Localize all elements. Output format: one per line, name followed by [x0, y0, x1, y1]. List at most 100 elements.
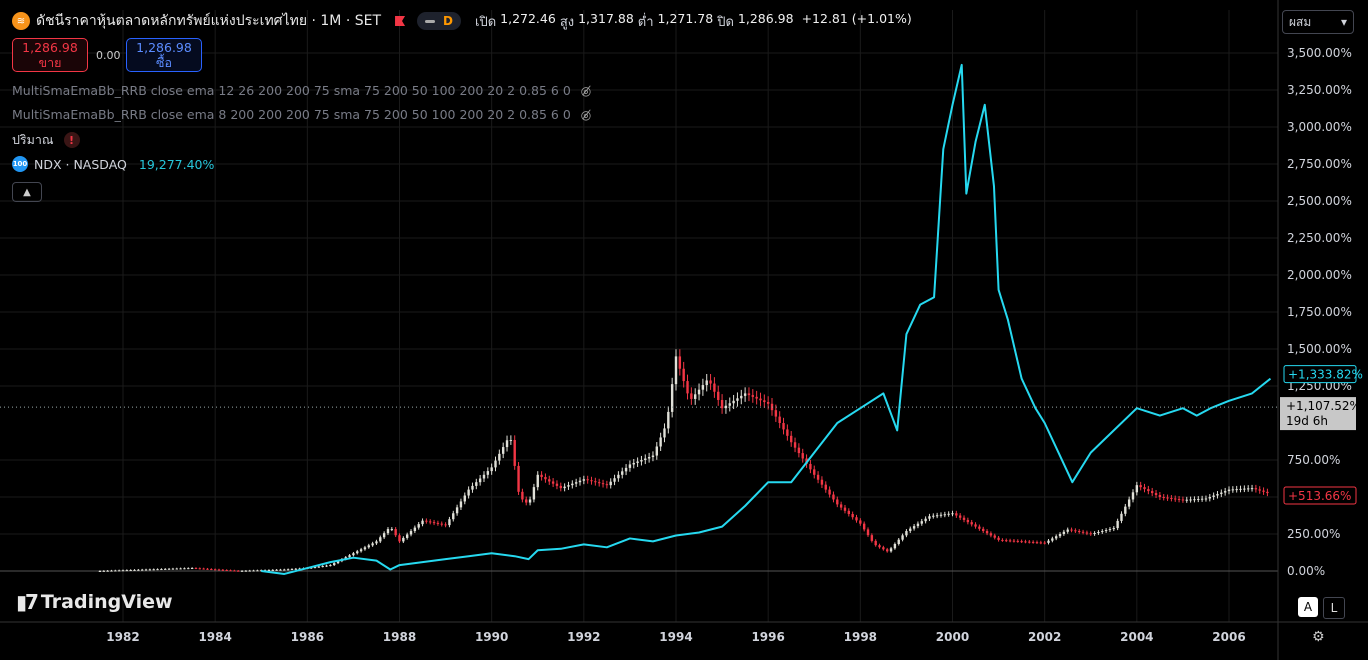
candle: [1243, 488, 1246, 490]
symbol-title[interactable]: ดัชนีราคาหุ้นตลาดหลักทรัพย์แห่งประเทศไทย…: [36, 13, 382, 29]
candle: [432, 522, 436, 524]
candle: [740, 395, 743, 399]
candle: [786, 429, 789, 436]
ndx-series-line[interactable]: [261, 63, 1272, 575]
candle: [651, 455, 655, 458]
candle: [674, 356, 678, 385]
candle: [1162, 497, 1165, 498]
sell-button[interactable]: 1,286.98 ขาย: [12, 38, 88, 72]
candle: [413, 527, 417, 532]
spread-value: 0.00: [96, 48, 121, 62]
buy-button[interactable]: 1,286.98 ซื้อ: [126, 38, 202, 72]
candle: [943, 514, 947, 516]
candle: [183, 568, 186, 570]
candle: [148, 569, 152, 571]
candle: [386, 529, 390, 534]
scale-mode-select[interactable]: ผสม ▾: [1282, 10, 1354, 34]
candle: [958, 515, 962, 518]
candle: [106, 570, 109, 572]
candle: [156, 569, 159, 571]
candle: [455, 507, 459, 514]
candle: [1001, 539, 1004, 541]
candle: [286, 569, 290, 571]
warning-icon[interactable]: !: [63, 132, 80, 148]
candle: [317, 566, 321, 568]
x-tick-label: 1984: [198, 630, 231, 644]
candle: [555, 483, 559, 486]
candle: [628, 464, 632, 468]
candle: [325, 565, 328, 567]
candle: [528, 499, 532, 503]
candle: [333, 563, 336, 566]
candle: [206, 568, 209, 570]
data-status-pill[interactable]: D: [417, 12, 461, 30]
candle: [1181, 499, 1185, 501]
candle: [471, 485, 474, 490]
tradingview-logo[interactable]: ▮7 TradingView: [16, 590, 173, 614]
collapse-legend-button[interactable]: ▲: [12, 182, 42, 202]
candle: [475, 482, 478, 486]
candle: [283, 569, 286, 571]
candle: [336, 561, 340, 564]
candle: [1250, 488, 1254, 490]
eye-hidden-icon[interactable]: ◎̸: [580, 108, 592, 122]
candle: [1116, 520, 1119, 529]
candle: [1081, 531, 1085, 533]
candle: [663, 428, 666, 438]
candle: [417, 524, 420, 528]
candle: [1120, 513, 1123, 521]
price-tag-box: [1283, 486, 1357, 505]
log-scale-button[interactable]: L: [1323, 597, 1345, 619]
candle: [1020, 541, 1023, 543]
auto-scale-button[interactable]: A: [1298, 597, 1318, 617]
candle: [379, 537, 382, 542]
candle: [436, 522, 440, 524]
candle: [617, 474, 620, 479]
indicator-row[interactable]: MultiSmaEmaBb_RRB close ema 8 200 200 20…: [12, 102, 912, 126]
candle: [920, 521, 923, 524]
volume-row[interactable]: ปริมาณ !: [12, 128, 912, 152]
candle: [790, 435, 793, 443]
candle: [1039, 542, 1043, 544]
indicator-row[interactable]: MultiSmaEmaBb_RRB close ema 12 26 200 20…: [12, 78, 912, 102]
eye-hidden-icon[interactable]: ◎̸: [580, 84, 592, 98]
candle: [836, 499, 839, 505]
candle: [916, 523, 920, 527]
y-tick-label: 2,000.00%: [1287, 268, 1352, 282]
candle: [755, 396, 758, 399]
flag-icon[interactable]: [395, 16, 406, 26]
compare-row[interactable]: 100 NDX · NASDAQ 19,277.40%: [12, 152, 912, 176]
candle: [117, 570, 121, 572]
candle: [878, 545, 881, 548]
compare-value: 19,277.40%: [138, 156, 215, 172]
candle: [1239, 488, 1242, 490]
candle: [859, 520, 862, 524]
candle: [1204, 498, 1208, 500]
candle: [1166, 497, 1169, 499]
candle: [1058, 534, 1062, 537]
x-tick-label: 2004: [1120, 630, 1153, 644]
candle: [429, 521, 432, 523]
coin-icon[interactable]: ≋: [12, 12, 30, 30]
ohlc-close-value: 1,286.98: [737, 10, 794, 26]
candle: [843, 507, 847, 511]
y-tick-label: 0.00%: [1287, 564, 1325, 578]
candle: [152, 569, 155, 571]
candle: [947, 513, 950, 515]
candle: [697, 389, 701, 395]
gear-icon[interactable]: ⚙: [1312, 629, 1325, 645]
candle: [997, 537, 1000, 540]
compare-symbol: NDX · NASDAQ: [34, 156, 127, 172]
candle: [1254, 488, 1258, 490]
candle: [678, 356, 682, 369]
candle: [728, 403, 731, 406]
delayed-badge: D: [443, 14, 453, 28]
candle: [655, 446, 658, 456]
candle: [409, 531, 413, 535]
candle: [544, 477, 547, 480]
candle: [717, 391, 720, 400]
candle: [713, 383, 716, 392]
candle: [586, 479, 589, 481]
